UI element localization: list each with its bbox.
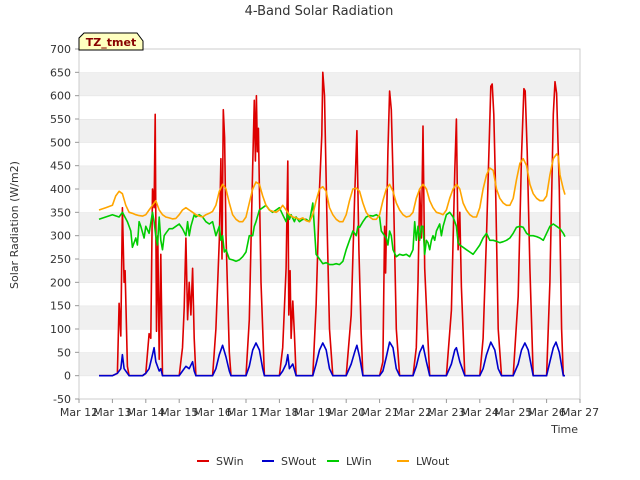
y-tick-label: 650 bbox=[50, 66, 71, 79]
series-line-lwout bbox=[98, 153, 566, 223]
series-line-lwin bbox=[98, 202, 566, 266]
x-tick-label: Mar 27 bbox=[561, 406, 599, 419]
x-tick-label: Mar 25 bbox=[494, 406, 532, 419]
grid-band bbox=[79, 375, 580, 399]
x-tick-label: Mar 24 bbox=[461, 406, 499, 419]
y-tick-label: 450 bbox=[50, 160, 71, 173]
grid-band bbox=[79, 235, 580, 259]
y-tick-label: 700 bbox=[50, 43, 71, 56]
x-tick-label: Mar 20 bbox=[327, 406, 365, 419]
series-line-swout bbox=[99, 341, 565, 377]
y-tick-label: 550 bbox=[50, 113, 71, 126]
y-tick-label: 400 bbox=[50, 183, 71, 196]
x-tick-label: Mar 23 bbox=[427, 406, 465, 419]
station-tag-box bbox=[78, 32, 144, 51]
x-axis-title: Time bbox=[550, 423, 578, 436]
y-tick-label: 350 bbox=[50, 206, 71, 219]
x-tick-label: Mar 12 bbox=[60, 406, 98, 419]
x-tick-label: Mar 22 bbox=[394, 406, 432, 419]
series-layer bbox=[98, 71, 566, 377]
y-axis-title: Solar Radiation (W/m2) bbox=[8, 161, 21, 289]
y-axis: -50 0 50 100 150 200 250 300 350 400 450 500 550 600 6… bbox=[50, 43, 79, 406]
y-tick-label: 150 bbox=[50, 300, 71, 313]
x-tick-label: Mar 13 bbox=[93, 406, 131, 419]
grid-band bbox=[79, 95, 580, 119]
station-tag: TZ_tmet bbox=[78, 32, 144, 51]
chart-title: 4-Band Solar Radiation bbox=[245, 4, 394, 19]
y-tick-label: 500 bbox=[50, 136, 71, 149]
grid-band bbox=[79, 329, 580, 353]
grid-band bbox=[79, 259, 580, 283]
y-tick-label: 50 bbox=[57, 346, 71, 359]
legend: SWin SWout LWin LWout bbox=[197, 455, 450, 468]
y-tick-label: 200 bbox=[50, 276, 71, 289]
grid-band bbox=[79, 282, 580, 306]
y-tick-label: 600 bbox=[50, 90, 71, 103]
x-tick-label: Mar 16 bbox=[193, 406, 231, 419]
y-tick-label: 0 bbox=[64, 370, 71, 383]
x-tick-label: Mar 19 bbox=[294, 406, 332, 419]
x-tick-label: Mar 14 bbox=[127, 406, 165, 419]
y-tick-label: 100 bbox=[50, 323, 71, 336]
grid-band bbox=[79, 119, 580, 143]
grid-band bbox=[79, 49, 580, 73]
grid-band bbox=[79, 72, 580, 96]
legend-label-lwout: LWout bbox=[416, 455, 450, 468]
legend-label-lwin: LWin bbox=[346, 455, 372, 468]
legend-label-swout: SWout bbox=[281, 455, 317, 468]
x-tick-label: Mar 26 bbox=[527, 406, 565, 419]
x-tick-label: Mar 15 bbox=[160, 406, 198, 419]
x-tick-label: Mar 17 bbox=[227, 406, 265, 419]
legend-label-swin: SWin bbox=[216, 455, 244, 468]
y-tick-label: 250 bbox=[50, 253, 71, 266]
grid-band bbox=[79, 352, 580, 376]
plot-area bbox=[78, 48, 581, 400]
x-tick-label: Mar 21 bbox=[360, 406, 398, 419]
y-tick-label: -50 bbox=[53, 393, 71, 406]
x-tick-label: Mar 18 bbox=[260, 406, 298, 419]
station-tag-label: TZ_tmet bbox=[86, 36, 136, 49]
y-tick-label: 300 bbox=[50, 230, 71, 243]
